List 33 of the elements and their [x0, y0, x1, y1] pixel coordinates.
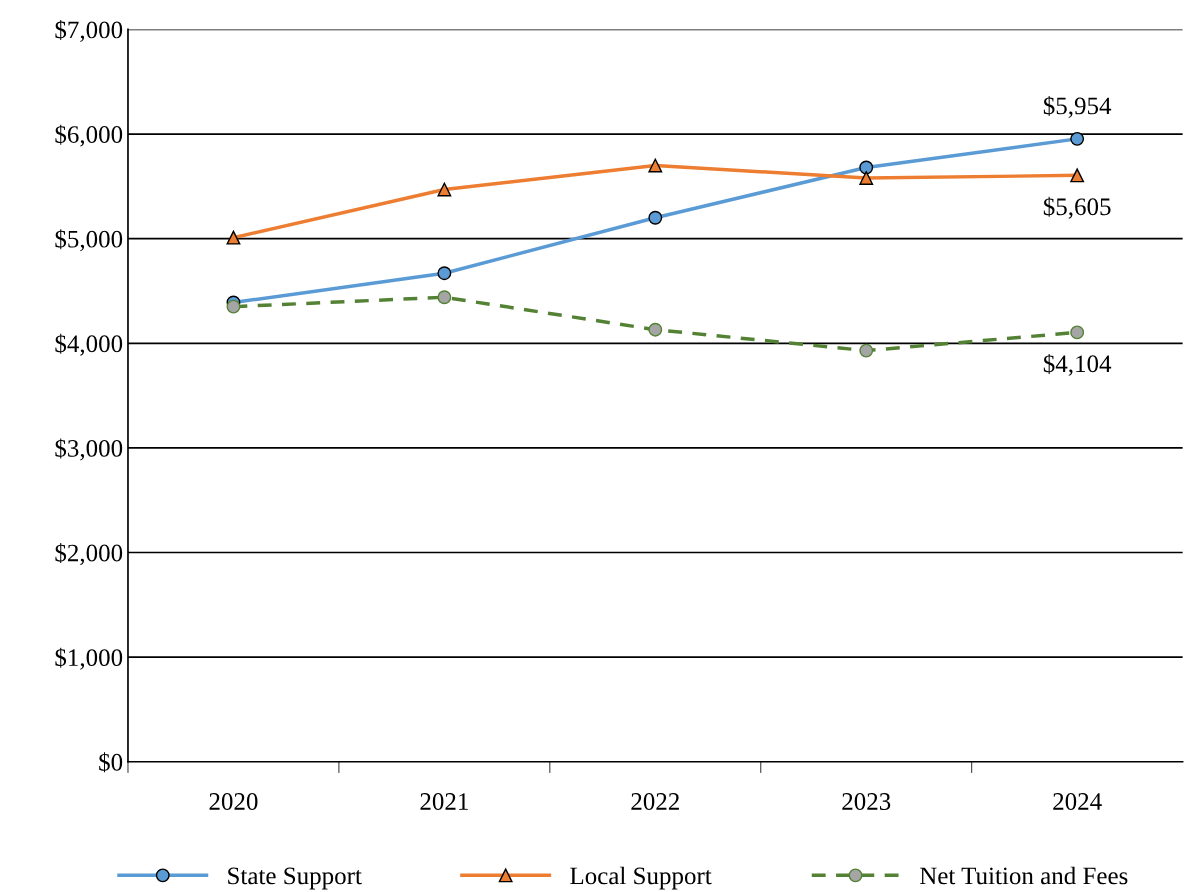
point: [859, 160, 874, 175]
y-tick-label: $5,000: [55, 229, 123, 252]
x-tick-label: 2022: [631, 793, 679, 810]
legend-label: State Support: [228, 867, 362, 890]
y-tick-label: $6,000: [55, 124, 123, 147]
x-tick-label: 2024: [1053, 793, 1102, 810]
data-label: $5,954: [1043, 96, 1112, 118]
y-tick-label: $2,000: [55, 543, 123, 566]
y-tick-label: $0: [99, 752, 123, 773]
y-tick-label: $4,000: [55, 333, 123, 356]
point: [859, 171, 874, 185]
point: [226, 230, 241, 245]
point: [648, 158, 663, 173]
data-label: $4,104: [1043, 353, 1112, 376]
data-label: $5,605: [1043, 196, 1111, 219]
legend-label: Net Tuition and Fees: [919, 866, 1128, 885]
point: [437, 182, 452, 197]
point: [1070, 168, 1085, 183]
point: [1070, 325, 1085, 340]
point: [1070, 131, 1085, 146]
y-tick-label: $3,000: [55, 438, 123, 461]
point: [648, 210, 663, 225]
point: [226, 299, 241, 314]
x-tick-label: 2020: [209, 793, 258, 810]
point: [437, 290, 452, 305]
x-tick-label: 2021: [420, 793, 468, 810]
y-tick-label: $7,000: [55, 20, 123, 42]
y-tick-label: $1,000: [55, 647, 123, 670]
point: [437, 266, 452, 281]
point: [648, 322, 663, 337]
x-tick-label: 2023: [842, 793, 891, 810]
legend-label: Local Support: [570, 866, 712, 890]
point: [859, 343, 874, 358]
